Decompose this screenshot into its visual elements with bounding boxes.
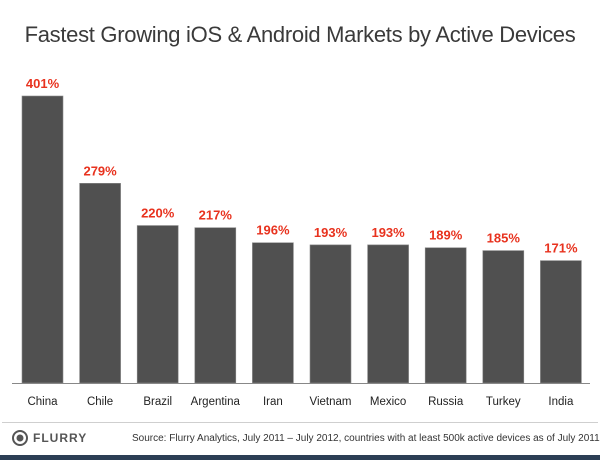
- bar-chile: [79, 183, 121, 384]
- x-tick-label: Vietnam: [310, 396, 352, 408]
- footer-divider: [2, 422, 598, 423]
- x-tick-label: Turkey: [486, 396, 521, 408]
- data-label: 189%: [429, 228, 463, 243]
- bar-mexico: [367, 244, 409, 384]
- flurry-logo: FLURRY: [12, 430, 87, 446]
- data-label: 220%: [141, 206, 175, 221]
- data-label: 193%: [371, 225, 405, 240]
- x-tick-label: Russia: [428, 396, 464, 408]
- bar-russia: [424, 247, 467, 384]
- flurry-logo-icon: [12, 430, 28, 446]
- x-tick-label: Brazil: [143, 396, 172, 408]
- x-tick-label: Argentina: [191, 396, 241, 408]
- x-tick-label: Mexico: [370, 396, 406, 408]
- flurry-logo-text: FLURRY: [33, 431, 88, 445]
- data-label: 196%: [256, 223, 290, 238]
- bar-brazil: [136, 225, 179, 384]
- bar-china: [21, 95, 64, 384]
- data-label: 217%: [199, 208, 233, 223]
- bar-india: [540, 260, 582, 384]
- bar-turkey: [482, 250, 525, 384]
- data-label: 279%: [83, 163, 117, 178]
- data-label: 185%: [487, 231, 521, 246]
- x-tick-label: Chile: [87, 396, 113, 408]
- x-tick-label: China: [27, 396, 58, 408]
- x-tick-label: India: [548, 396, 574, 408]
- x-tick-label: Iran: [263, 396, 283, 408]
- bar-vietnam: [309, 244, 352, 384]
- data-label: 401%: [26, 76, 60, 91]
- chart-title: Fastest Growing iOS & Android Markets by…: [24, 22, 576, 47]
- bottom-bar: [0, 455, 600, 460]
- bar-chart: 401% China 279% Chile 220% Brazil 217% Argentin…: [12, 76, 590, 408]
- data-label: 193%: [314, 225, 348, 240]
- bar-argentina: [194, 227, 237, 384]
- bar-iran: [252, 242, 294, 384]
- data-label: 171%: [544, 241, 578, 256]
- source-note: Source: Flurry Analytics, July 2011 – Ju…: [132, 433, 600, 444]
